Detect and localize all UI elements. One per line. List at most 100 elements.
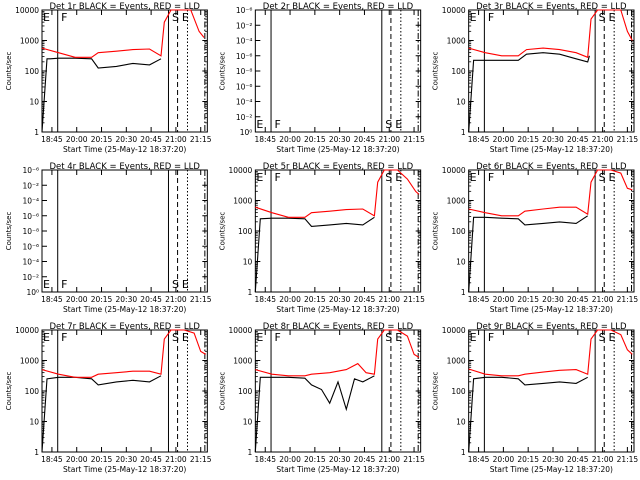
x-tick-label: 21:00 xyxy=(378,455,400,464)
y-tick-label: 100 xyxy=(238,387,253,396)
event-marker-label: E xyxy=(395,171,402,184)
y-tick-label: 10⁻² xyxy=(22,273,39,282)
y-tick-label: 1000 xyxy=(233,357,252,366)
y-tick-label: 1000 xyxy=(20,37,39,46)
y-tick-label: 100 xyxy=(451,67,466,76)
detector-panel: Det 9r BLACK = Events, RED = LLD 1 10 100 10… xyxy=(432,322,639,474)
x-tick-label: 20:15 xyxy=(517,295,539,304)
y-tick-label: 1000 xyxy=(20,357,39,366)
x-tick-label: 20:15 xyxy=(91,295,113,304)
detector-panel: Det 6r BLACK = Events, RED = LLD 1 10 100 10… xyxy=(432,162,639,314)
plot-frame xyxy=(254,329,422,453)
y-tick-label: 10 xyxy=(29,98,39,107)
x-tick-label: 21:00 xyxy=(378,135,400,144)
y-tick-label: 1 xyxy=(34,448,39,457)
event-marker-label: F xyxy=(275,118,281,131)
panel-title: Det 3r BLACK = Events, RED = LLD xyxy=(476,2,627,12)
y-tick-label: 10⁻⁶ xyxy=(22,212,39,221)
event-marker-label: E xyxy=(470,171,477,184)
y-tick-label: 10 xyxy=(456,258,466,267)
event-marker-label: E xyxy=(609,11,616,24)
event-marker-label: E xyxy=(609,171,616,184)
x-axis-label: Start Time (25-May-12 18:37:20) xyxy=(276,305,399,314)
x-tick-label: 20:30 xyxy=(116,455,138,464)
y-tick-label: 100 xyxy=(25,387,40,396)
x-tick-label: 20:45 xyxy=(354,295,376,304)
y-tick-label: 10000 xyxy=(15,326,39,335)
y-tick-label: 1 xyxy=(461,448,466,457)
x-tick-label: 18:45 xyxy=(254,455,276,464)
x-axis-label: Start Time (25-May-12 18:37:20) xyxy=(276,145,399,154)
event-marker-label: E xyxy=(43,278,50,291)
x-axis-label: Start Time (25-May-12 18:37:20) xyxy=(63,145,186,154)
x-tick-label: 20:45 xyxy=(354,135,376,144)
detector-panel: Det 7r BLACK = Events, RED = LLD 1 10 100 10… xyxy=(5,322,212,474)
y-axis-label: Counts/sec xyxy=(432,212,440,251)
x-tick-label: 20:15 xyxy=(91,135,113,144)
x-tick-label: 20:30 xyxy=(542,135,564,144)
x-tick-label: 20:15 xyxy=(304,455,326,464)
plot-frame xyxy=(41,169,208,293)
event-marker-label: E xyxy=(182,278,189,291)
x-tick-label: 20:30 xyxy=(329,455,351,464)
y-tick-label: 100 xyxy=(25,67,40,76)
event-marker-label: E xyxy=(256,171,263,184)
x-tick-label: 18:45 xyxy=(468,455,490,464)
x-tick-label: 20:00 xyxy=(279,455,301,464)
x-tick-label: 20:00 xyxy=(493,295,515,304)
x-tick-label: 21:15 xyxy=(617,455,639,464)
lld-series-line xyxy=(468,9,633,59)
event-marker-label: E xyxy=(470,11,477,24)
lld-series-line xyxy=(468,169,633,217)
y-tick-label: 10⁻⁶ xyxy=(236,82,253,91)
event-marker-label: S xyxy=(172,278,179,291)
x-tick-label: 20:45 xyxy=(140,135,162,144)
x-tick-label: 21:15 xyxy=(190,455,212,464)
events-series-line xyxy=(468,215,589,293)
y-tick-label: 10⁻⁸ xyxy=(236,67,253,76)
x-tick-label: 20:30 xyxy=(329,135,351,144)
y-tick-label: 10⁰ xyxy=(26,288,39,297)
event-marker-label: F xyxy=(275,331,281,344)
x-tick-label: 20:00 xyxy=(66,135,88,144)
x-axis-label: Start Time (25-May-12 18:37:20) xyxy=(63,465,186,474)
y-tick-label: 10⁻⁴ xyxy=(236,37,253,46)
x-tick-label: 20:00 xyxy=(66,295,88,304)
x-tick-label: 21:00 xyxy=(592,455,614,464)
event-marker-label: E xyxy=(256,118,263,131)
y-tick-label: 1 xyxy=(461,288,466,297)
y-tick-label: 100 xyxy=(451,387,466,396)
y-tick-label: 1 xyxy=(461,128,466,137)
event-marker-label: E xyxy=(182,331,189,344)
x-tick-label: 21:00 xyxy=(378,295,400,304)
x-tick-label: 20:30 xyxy=(116,135,138,144)
plot-frame xyxy=(468,169,635,293)
x-tick-label: 20:30 xyxy=(542,295,564,304)
y-tick-label: 10⁻⁸ xyxy=(22,227,39,236)
y-axis-label: Counts/sec xyxy=(5,52,13,91)
events-series-line xyxy=(41,57,162,133)
event-marker-label: E xyxy=(43,11,50,24)
event-marker-label: S xyxy=(599,331,606,344)
x-tick-label: 20:30 xyxy=(116,295,138,304)
event-marker-label: F xyxy=(488,171,494,184)
event-marker-label: F xyxy=(275,171,281,184)
y-tick-label: 1 xyxy=(248,448,253,457)
event-marker-label: S xyxy=(599,11,606,24)
y-tick-label: 10⁻⁴ xyxy=(22,197,39,206)
x-tick-label: 18:45 xyxy=(254,135,276,144)
x-axis-label: Start Time (25-May-12 18:37:20) xyxy=(63,305,186,314)
y-tick-label: 10000 xyxy=(442,6,466,15)
x-tick-label: 20:30 xyxy=(329,295,351,304)
event-marker-label: E xyxy=(182,11,189,24)
plot-frame xyxy=(41,9,208,133)
y-tick-label: 10 xyxy=(456,418,466,427)
x-tick-label: 20:45 xyxy=(567,135,589,144)
event-marker-label: E xyxy=(43,331,50,344)
y-axis-label: Counts/sec xyxy=(5,372,13,411)
lld-series-line xyxy=(41,329,206,378)
y-tick-label: 10⁻⁶ xyxy=(236,52,253,61)
x-tick-label: 21:15 xyxy=(403,295,425,304)
detector-panel: Det 3r BLACK = Events, RED = LLD 1 10 100 10… xyxy=(432,2,639,154)
y-tick-label: 1000 xyxy=(447,37,466,46)
